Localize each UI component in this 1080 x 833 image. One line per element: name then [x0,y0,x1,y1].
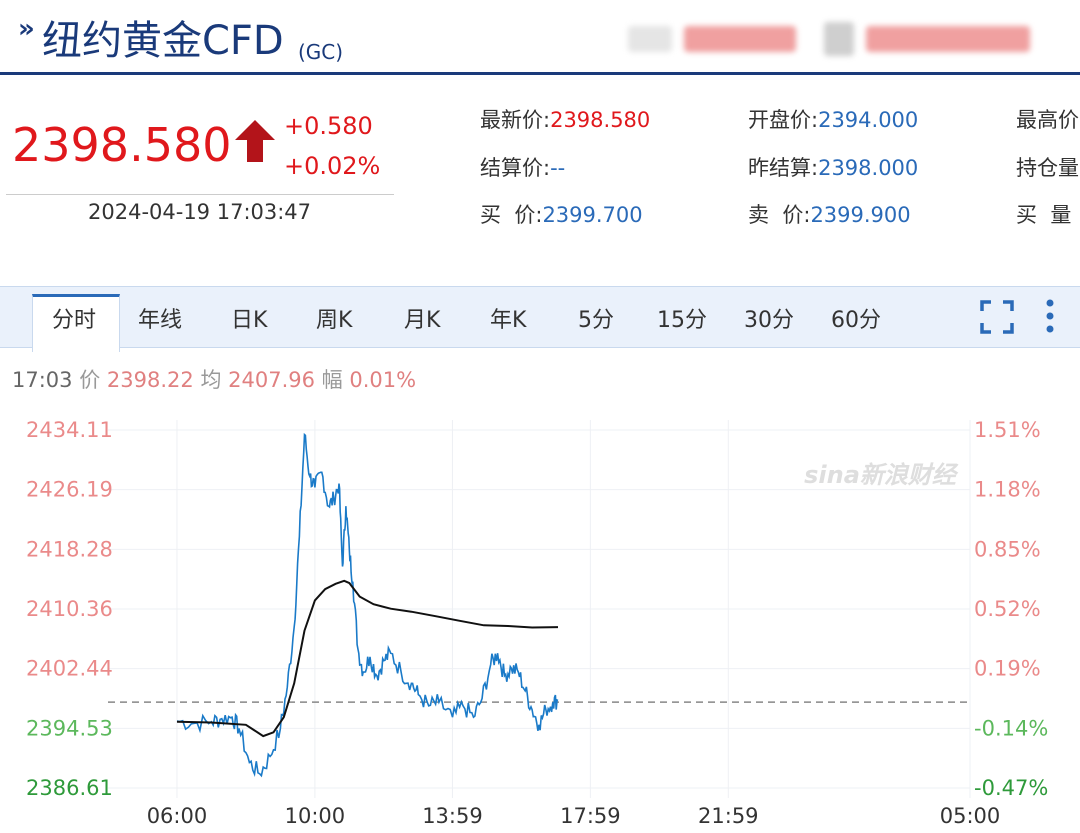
quote-field: 卖 价:2399.900 [748,199,911,229]
quote-timestamp: 2024-04-19 17:03:47 [88,200,312,224]
x-tick-label: 10:00 [285,804,346,828]
quote-field-label: 持仓量 [1016,156,1079,180]
tab-active-indicator [32,294,120,352]
intraday-chart[interactable]: sina新浪财经 2434.11 2426.19 2418.28 2410.36 2402… [0,405,1080,833]
redacted-icon[interactable] [824,22,854,56]
tab-bar [0,286,1080,348]
quote-field-label: 结算价: [480,156,551,180]
price-change-pct: +0.02% [284,152,381,180]
average-series-line[interactable] [176,579,559,738]
y-tick-label: 2434.11 [26,418,113,442]
x-tick-label: 13:59 [422,804,483,828]
y-tick-label: 2418.28 [26,537,113,561]
x-tick-label: 17:59 [560,804,621,828]
price-change: +0.580 [284,112,373,140]
quote-field: 买 价:2399.700 [480,199,643,229]
quote-field-label: 买 价: [480,203,543,227]
x-tick-label: 05:00 [940,804,1001,828]
quote-field-value: 2394.000 [818,108,919,132]
info-amp: 0.01% [349,368,417,392]
chevron-icon[interactable]: » [18,14,35,44]
quote-field-value: 2399.700 [542,203,643,227]
quote-field-value: 2398.000 [818,156,919,180]
fullscreen-icon[interactable] [980,300,1014,338]
info-avg-label: 均 [200,368,222,392]
y-right-tick-label: -0.14% [974,716,1048,740]
info-price: 2398.22 [106,368,194,392]
tab-4[interactable]: 月K [404,308,441,333]
tab-1[interactable]: 年线 [138,308,183,333]
quote-field-value: 2399.900 [810,203,911,227]
info-time: 17:03 [12,368,73,392]
page-subtitle: (GC) [298,40,344,64]
quote-field-label: 买 量 [1016,203,1072,227]
y-tick-label: 2394.53 [26,716,113,740]
quote-field: 持仓量 [1016,152,1079,182]
title-bar [0,0,1080,75]
quote-field-label: 昨结算: [748,156,819,180]
tab-6[interactable]: 5分 [578,308,614,333]
redacted-link[interactable] [684,26,796,52]
quote-field: 买 量 [1016,199,1071,229]
x-tick-label: 21:59 [698,804,759,828]
divider [6,194,394,195]
quote-field-label: 最高价 [1016,108,1079,132]
price-series-line[interactable] [176,432,559,778]
info-price-label: 价 [79,368,101,392]
quote-field-label: 开盘价: [748,108,819,132]
tab-8[interactable]: 30分 [744,308,794,333]
up-arrow-icon [234,118,276,168]
tab-5[interactable]: 年K [490,308,527,333]
last-price: 2398.580 [12,118,232,172]
tab-0[interactable]: 分时 [52,308,97,333]
tab-2[interactable]: 日K [231,308,268,333]
quote-field: 昨结算:2398.000 [748,152,918,182]
y-right-tick-label: 0.19% [974,657,1041,681]
quote-field: 结算价:-- [480,152,565,182]
page-title: 纽约黄金CFD [42,18,284,64]
info-amp-label: 幅 [321,368,343,392]
y-right-tick-label: 0.52% [974,597,1041,621]
y-tick-label: 2402.44 [26,657,113,681]
y-tick-label: 2410.36 [26,597,113,621]
quote-field-label: 卖 价: [748,203,811,227]
y-right-tick-label: 1.51% [974,418,1041,442]
quote-field: 最新价:2398.580 [480,104,650,134]
y-tick-label: 2426.19 [26,478,113,502]
redacted-link[interactable] [628,26,672,52]
quote-field-label: 最新价: [480,108,551,132]
quote-field: 最高价 [1016,104,1079,134]
watermark: sina新浪财经 [804,461,959,489]
y-right-tick-label: 0.85% [974,537,1041,561]
y-right-tick-label: 1.18% [974,478,1041,502]
y-right-tick-label: -0.47% [974,776,1048,800]
more-options-icon[interactable] [1044,298,1056,338]
x-tick-label: 06:00 [147,804,208,828]
info-avg: 2407.96 [228,368,315,392]
quote-field-value: 2398.580 [550,108,651,132]
y-tick-label: 2386.61 [26,776,113,800]
crosshair-info: 17:03 价 2398.22 均 2407.96 幅 0.01% [12,364,416,394]
quote-field: 开盘价:2394.000 [748,104,918,134]
quote-field-value: -- [550,156,566,180]
tab-7[interactable]: 15分 [657,308,707,333]
redacted-link[interactable] [866,26,1030,52]
tab-3[interactable]: 周K [316,308,353,333]
tab-9[interactable]: 60分 [831,308,881,333]
